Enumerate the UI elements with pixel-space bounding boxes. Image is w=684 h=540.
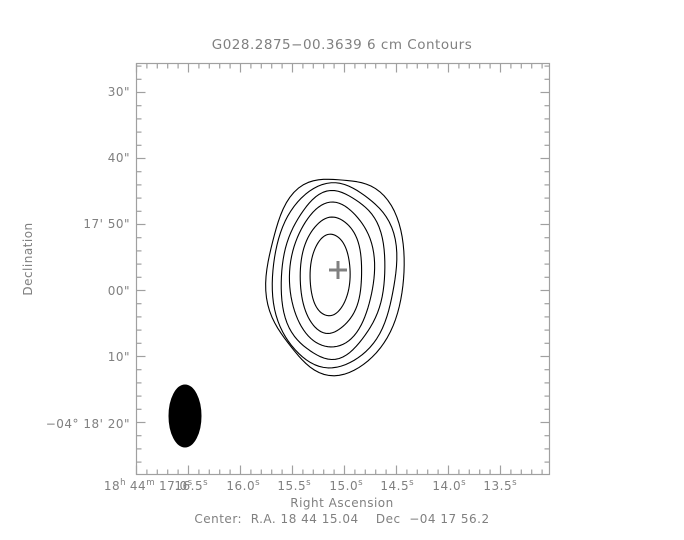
x-tick-label: 15.0s — [329, 478, 363, 493]
page-title: G028.2875−00.3639 6 cm Contours — [211, 37, 473, 53]
axes-frame — [135, 62, 551, 476]
y-tick-label: 30" — [107, 85, 130, 99]
center-coordinates-caption: Center: R.A. 18 44 15.04 Dec −04 17 56.2 — [194, 512, 490, 526]
source-position-marker — [329, 261, 347, 279]
x-tick-label: 14.5s — [380, 478, 414, 493]
contour-lines — [265, 178, 405, 377]
y-tick-label: 17' 50" — [83, 217, 130, 231]
y-tick-label: 00" — [107, 284, 130, 298]
y-tick-label: −04° 18' 20" — [45, 417, 130, 431]
x-tick-label: 16.0s — [226, 478, 260, 493]
x-tick-label: 18h 44m 17.0s — [103, 478, 193, 493]
x-tick-label: 13.5s — [483, 478, 517, 493]
x-tick-label: 16.5s — [174, 478, 208, 493]
x-tick-label: 15.5s — [277, 478, 311, 493]
x-axis-title: Right Ascension — [290, 496, 394, 510]
beam-ellipse — [168, 384, 202, 448]
y-tick-label: 10" — [107, 350, 130, 364]
y-tick-label: 40" — [107, 151, 130, 165]
x-tick-label: 14.0s — [432, 478, 466, 493]
